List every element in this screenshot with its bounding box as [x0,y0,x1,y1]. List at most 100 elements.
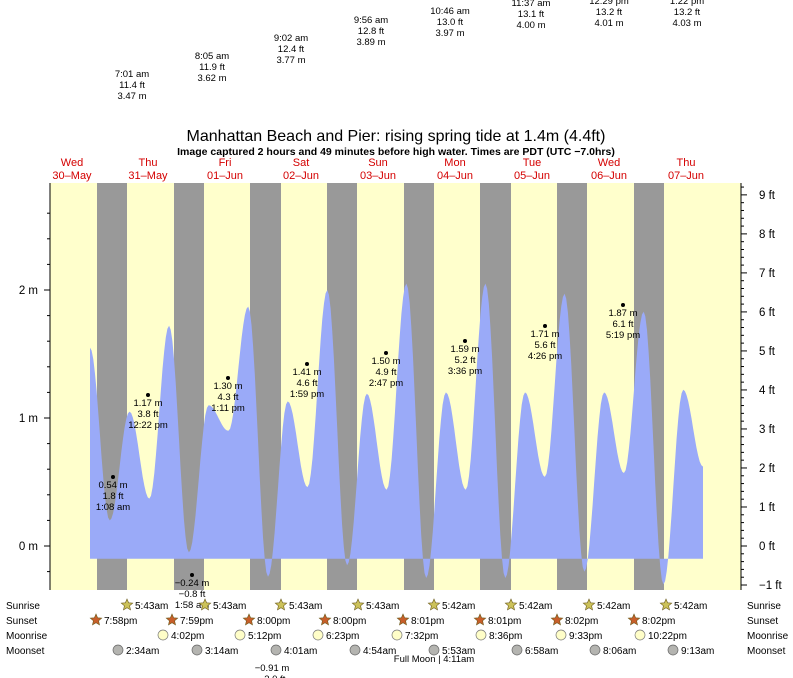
day-date: 05–Jun [514,170,550,182]
right-tick-label: 7 ft [759,268,776,280]
moonrise-time: 7:32pm [405,631,438,642]
moonrise-time: 9:33pm [569,631,602,642]
day-name: Wed [61,157,83,169]
high-tide-feet: 13.2 ft [674,7,701,18]
moonrise-icon [475,629,487,641]
sunset-icon [550,613,564,626]
sunset-time: 7:58pm [104,616,137,627]
day-name: Fri [219,157,232,169]
sunset-time: 8:01pm [411,616,444,627]
tide-point [463,339,467,343]
moonset-icon [428,644,440,656]
moonset-time: 5:53am [442,646,475,657]
moonset-row-label-right: Moonset [747,646,786,657]
sunset-row-label-left: Sunset [6,616,37,627]
high-tide-feet: 11.9 ft [199,62,225,73]
sunset-time: 8:02pm [642,616,675,627]
tide-time: 1:08 am [96,502,130,513]
sunset-time: 8:01pm [488,616,521,627]
high-tide-meters: 4.00 m [516,20,545,31]
tide-meters: −0.91 m [255,663,290,674]
high-tide-time: 8:05 am [195,51,229,62]
day-name: Thu [677,157,696,169]
sun-moon-rows: Sunrise Sunrise Sunset Sunset Moonrise Moonri… [6,598,789,665]
sunrise-icon [582,598,596,611]
tide-curve [90,283,703,585]
day-name: Mon [444,157,465,169]
right-tick-label: 2 ft [759,463,776,475]
day-date: 07–Jun [668,170,704,182]
sunset-time: 8:00pm [333,616,366,627]
high-tide-meters: 4.01 m [594,18,623,29]
sunrise-icon [198,598,212,611]
right-tick-label: −1 ft [759,580,783,592]
tide-point [621,303,625,307]
high-tide-feet: 13.1 ft [518,9,545,20]
sunrise-time: 5:43am [135,601,168,612]
moonrise-icon [555,629,567,641]
high-tide-time: 7:01 am [115,69,149,80]
sunset-time: 8:00pm [257,616,290,627]
right-tick-label: 6 ft [759,307,776,319]
tide-meters: 1.17 m [133,398,162,409]
sunset-icon [165,613,179,626]
tide-point [146,393,150,397]
high-tide-meters: 3.47 m [117,91,146,102]
sunrise-row-label-right: Sunrise [747,601,781,612]
right-tick-label: 1 ft [759,502,776,514]
chart-subtitle: Image captured 2 hours and 49 minutes be… [177,146,615,158]
sunrise-time: 5:42am [519,601,552,612]
day-name: Wed [598,157,620,169]
sunset-icon [627,613,641,626]
right-tick-label: 8 ft [759,229,776,241]
day-name: Thu [139,157,158,169]
moonrise-time: 4:02pm [171,631,204,642]
day-name: Sun [368,157,388,169]
sunrise-icon [120,598,134,611]
moonset-time: 2:34am [126,646,159,657]
day-date: 30–May [52,170,92,182]
tide-time: 5:19 pm [606,330,640,341]
moonset-icon [667,644,679,656]
moonset-time: 6:58am [525,646,558,657]
left-tick-label: 0 m [19,541,38,553]
high-tide-time: 9:56 am [354,15,388,26]
tide-feet: 4.3 ft [217,392,238,403]
high-tide-meters: 3.77 m [276,55,305,66]
high-tide-time: 10:46 am [430,6,470,17]
sunrise-icon [351,598,365,611]
sunset-time: 7:59pm [180,616,213,627]
high-tide-time: 11:37 am [512,0,551,9]
moonset-time: 4:01am [284,646,317,657]
day-name: Tue [523,157,542,169]
tide-time: 4:26 pm [528,351,562,362]
day-date: 02–Jun [283,170,319,182]
high-tide-feet: 13.0 ft [437,17,464,28]
moonset-icon [589,644,601,656]
moonrise-time: 5:12pm [248,631,281,642]
tide-time: 1:59 pm [290,389,324,400]
sunset-icon [396,613,410,626]
tide-feet: 5.6 ft [534,340,555,351]
tide-point [305,362,309,366]
moonrise-row-label-left: Moonrise [6,631,48,642]
high-tide-time: 1:22 pm [670,0,704,7]
high-tide-meters: 3.97 m [435,28,464,39]
sunrise-row-label-left: Sunrise [6,601,40,612]
moonset-icon [511,644,523,656]
moonset-icon [191,644,203,656]
moonrise-icon [234,629,246,641]
tide-feet: 4.6 ft [296,378,317,389]
moonrise-icon [312,629,324,641]
tide-meters: 0.54 m [98,480,127,491]
tide-time: 1:58 am [175,600,209,611]
moonset-time: 4:54am [363,646,396,657]
moonset-time: 9:13am [681,646,714,657]
tide-feet: 4.9 ft [375,367,396,378]
right-tick-label: 3 ft [759,424,776,436]
left-tick-label: 1 m [19,413,38,425]
tide-meters: 1.59 m [450,344,479,355]
high-tide-feet: 12.4 ft [278,44,305,55]
tide-meters: 1.41 m [292,367,321,378]
sunrise-time: 5:42am [674,601,707,612]
